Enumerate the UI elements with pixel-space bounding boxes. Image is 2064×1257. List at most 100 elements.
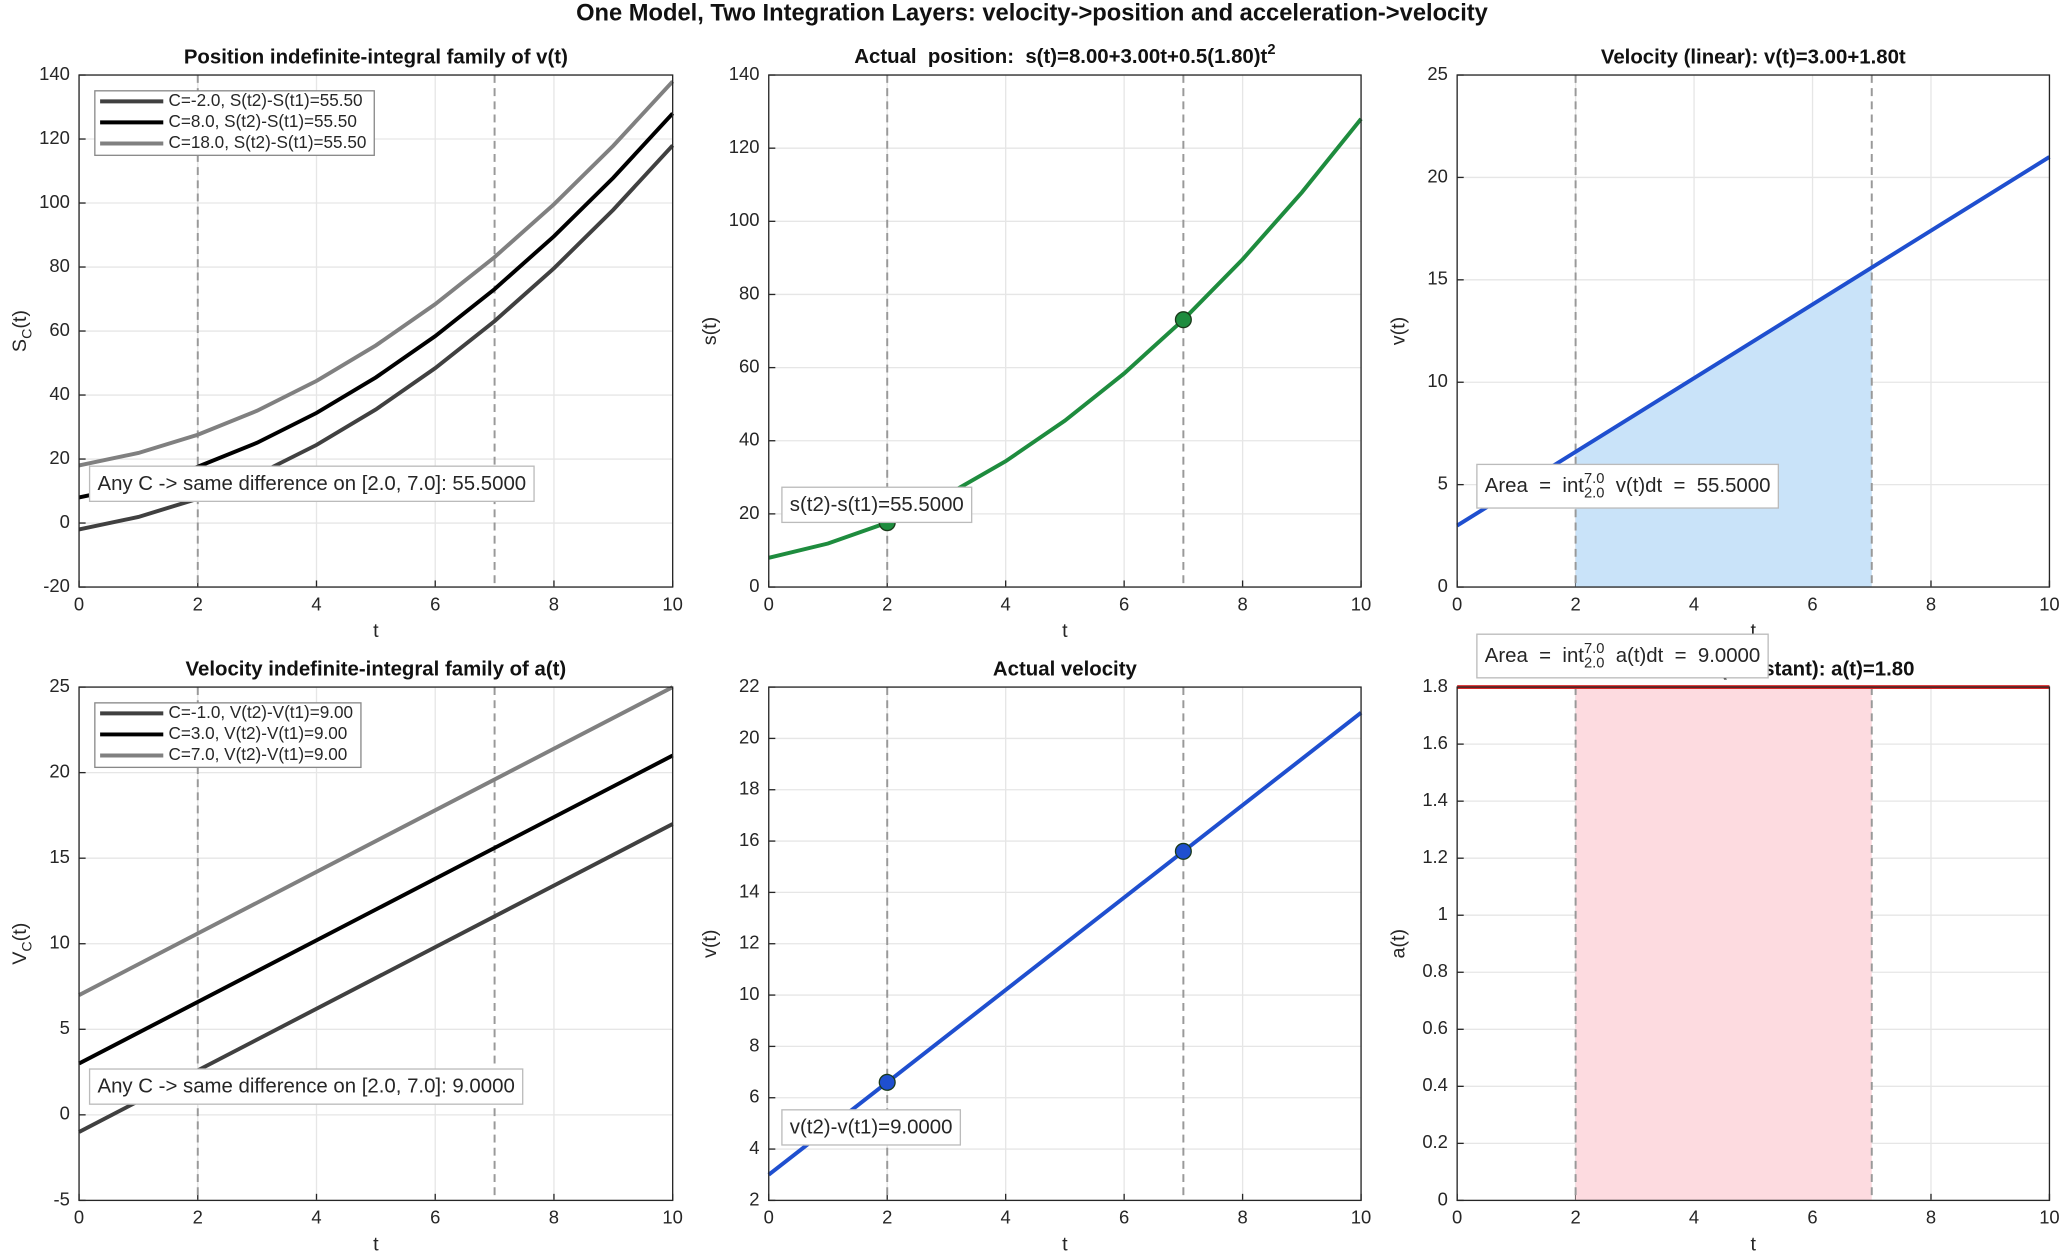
- x-tick-label: 8: [549, 593, 559, 614]
- text-part: V: [9, 951, 31, 965]
- text-part: 2: [1267, 42, 1275, 58]
- point: [1174, 311, 1192, 329]
- annotation-text: Area = int7.0 2.0 a(t)dt = 9.0000: [1485, 641, 1760, 671]
- y-axis-label: VC(t): [9, 923, 35, 965]
- x-tick-label: 2: [193, 593, 203, 614]
- annotation: Area = int7.0 2.0 a(t)dt = 9.0000: [1476, 633, 1769, 679]
- x-tick-label: 4: [1689, 593, 1699, 614]
- y-tick-label: 8: [749, 1034, 759, 1055]
- annotation-text: Area = int7.0 2.0 v(t)dt = 55.5000: [1485, 471, 1771, 501]
- legend-label: C=-1.0, V(t2)-V(t1)=9.00: [169, 703, 353, 722]
- x-tick-label: 10: [662, 1207, 682, 1228]
- y-tick-label: 2: [749, 1188, 759, 1209]
- x-tick-label: 2: [882, 593, 892, 614]
- x-axis-label: t: [1751, 620, 1757, 642]
- x-tick-label: 0: [1452, 593, 1462, 614]
- annotation-text: Any C -> same difference on [2.0, 7.0]: …: [97, 473, 526, 495]
- text-part: 7.0: [1584, 641, 1604, 657]
- axes-box: [768, 74, 1362, 588]
- x-tick-label: 0: [74, 1207, 84, 1228]
- x-tick-label: 4: [1001, 1207, 1011, 1228]
- text-part: 2.0: [1584, 655, 1604, 671]
- x-tick-label: 4: [311, 593, 321, 614]
- y-tick-label: 0.4: [1422, 1074, 1448, 1095]
- point: [878, 1073, 896, 1091]
- chart-title: Actual position: s(t)=8.00+3.00t+0.5(1.8…: [854, 42, 1275, 68]
- y-tick-label: 15: [49, 846, 69, 867]
- axes-box: [78, 74, 674, 588]
- y-axis-label: s(t): [699, 317, 721, 346]
- y-tick-label: 60: [49, 319, 69, 340]
- line: [768, 117, 1363, 560]
- y-tick-label: 40: [49, 383, 69, 404]
- annotation-text: v(t2)-v(t1)=9.0000: [790, 1116, 953, 1138]
- legend-label: C=-2.0, S(t2)-S(t1)=55.50: [169, 91, 363, 110]
- y-tick-label: 20: [49, 447, 69, 468]
- y-tick-label: 20: [1427, 165, 1447, 186]
- line: [78, 685, 674, 997]
- x-tick-label: 6: [430, 1207, 440, 1228]
- text-part: 7.0: [1584, 471, 1604, 487]
- y-tick-label: 0: [1438, 1188, 1448, 1209]
- x-tick-label: 0: [764, 593, 774, 614]
- y-tick-label: 40: [739, 429, 759, 450]
- y-tick-label: 16: [739, 829, 759, 850]
- text-part: (t): [9, 310, 31, 329]
- y-tick-label: 1.4: [1422, 789, 1448, 810]
- y-axis-label: SC(t): [9, 310, 35, 352]
- x-tick-label: 2: [882, 1207, 892, 1228]
- legend: C=-2.0, S(t2)-S(t1)=55.50 C=8.0, S(t2)-S(…: [94, 90, 375, 156]
- area-shade: [1575, 687, 1872, 1201]
- text-part: C: [19, 329, 35, 339]
- x-tick-label: 2: [193, 1207, 203, 1228]
- y-axis-label: v(t): [1387, 317, 1409, 345]
- x-tick-label: 8: [549, 1207, 559, 1228]
- y-tick-label: 80: [49, 255, 69, 276]
- x-tick-label: 10: [662, 593, 682, 614]
- y-tick-label: 1.2: [1422, 846, 1448, 867]
- x-tick-label: 4: [1001, 593, 1011, 614]
- y-axis-label: v(t): [699, 929, 721, 958]
- x-tick-label: 6: [1119, 1207, 1129, 1228]
- y-tick-label: 18: [739, 778, 759, 799]
- axes-box: [1456, 74, 2051, 588]
- annotation-box: [781, 1109, 962, 1146]
- y-tick-label: 1.6: [1422, 732, 1448, 753]
- x-tick-label: 2: [1570, 1207, 1580, 1228]
- text-part: a(t)dt = 9.0000: [1604, 645, 1760, 667]
- y-tick-label: 140: [39, 63, 70, 84]
- y-tick-label: 0.2: [1422, 1131, 1448, 1152]
- y-tick-label: 20: [739, 726, 759, 747]
- x-tick-label: 0: [74, 593, 84, 614]
- annotation: Any C -> same difference on [2.0, 7.0]: …: [88, 1068, 524, 1105]
- x-tick-label: 6: [1807, 593, 1817, 614]
- y-tick-label: 120: [729, 136, 760, 157]
- x-axis-label: t: [373, 1233, 379, 1255]
- annotation-text: s(t2)-s(t1)=55.5000: [790, 494, 964, 516]
- y-tick-label: 10: [1427, 370, 1447, 391]
- x-axis-label: t: [1062, 620, 1068, 642]
- y-tick-label: 10: [49, 932, 69, 953]
- annotation-box: [88, 1068, 524, 1105]
- y-tick-label: 60: [739, 355, 759, 376]
- y-tick-label: 15: [1427, 268, 1447, 289]
- x-axis-label: t: [1062, 1233, 1068, 1255]
- chart-title: Position indefinite-integral family of v…: [184, 46, 568, 68]
- annotation: v(t2)-v(t1)=9.0000: [781, 1109, 962, 1146]
- y-tick-label: 25: [49, 675, 69, 696]
- annotation-box: [88, 465, 535, 503]
- x-tick-label: 10: [1351, 1207, 1371, 1228]
- y-tick-label: 1.8: [1422, 675, 1448, 696]
- y-tick-label: 25: [1427, 63, 1447, 84]
- y-tick-label: 140: [729, 63, 760, 84]
- text-part: Area = int: [1485, 645, 1585, 667]
- y-tick-label: 80: [739, 282, 759, 303]
- x-tick-label: 4: [311, 1207, 321, 1228]
- y-tick-label: -5: [53, 1188, 69, 1209]
- y-tick-label: 100: [729, 209, 760, 230]
- x-tick-label: 10: [2039, 1207, 2059, 1228]
- annotation-box: [1476, 463, 1779, 509]
- y-tick-label: 0: [60, 1103, 70, 1124]
- y-tick-label: -20: [43, 575, 70, 596]
